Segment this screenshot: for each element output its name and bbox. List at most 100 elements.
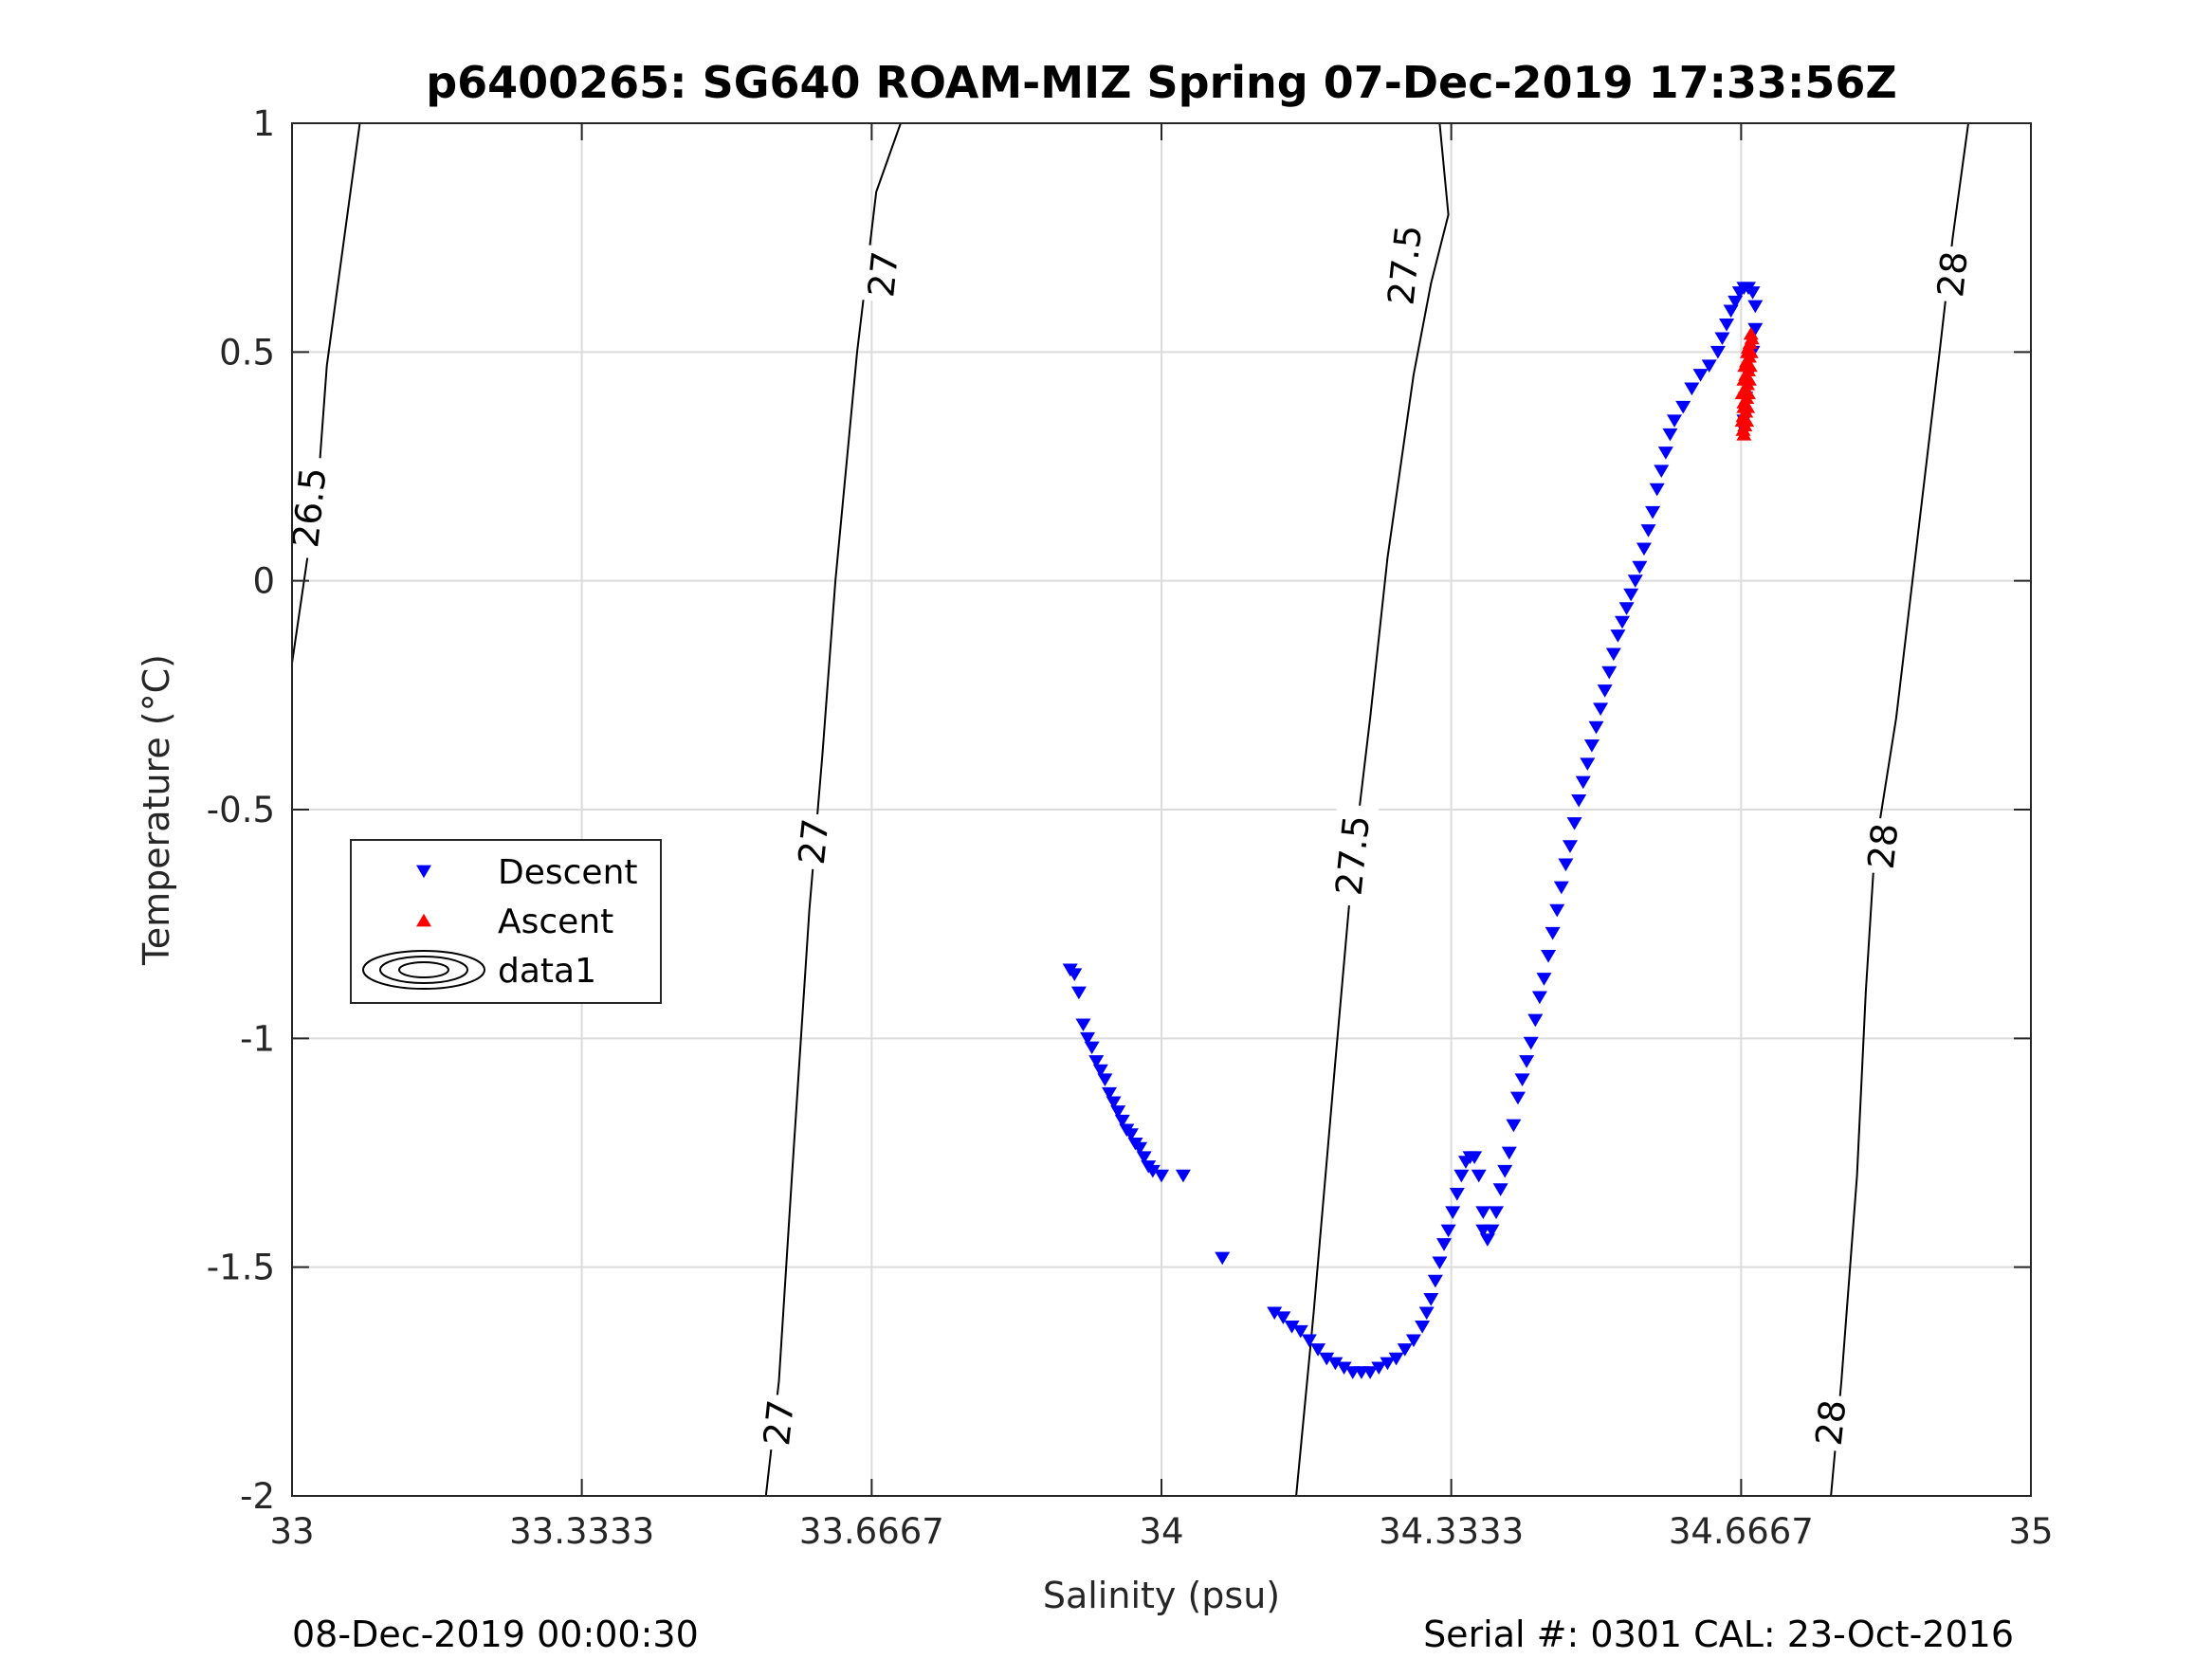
descent-point — [1667, 414, 1683, 428]
descent-point — [1627, 574, 1643, 588]
descent-point — [1215, 1251, 1231, 1266]
x-tick-label: 34.6667 — [1669, 1511, 1814, 1552]
descent-point — [1067, 968, 1083, 981]
descent-point — [1371, 1361, 1387, 1376]
descent-point — [1605, 647, 1621, 662]
descent-point — [1684, 382, 1700, 396]
descent-point — [1475, 1206, 1491, 1219]
descent-point — [1747, 300, 1764, 314]
descent-point — [1623, 588, 1639, 602]
descent-point — [1580, 757, 1596, 771]
descent-point — [1075, 1018, 1091, 1032]
y-tick-label: -1 — [240, 1018, 275, 1059]
descent-point — [1284, 1321, 1300, 1334]
descent-point — [1484, 1224, 1500, 1238]
descent-point — [1632, 560, 1648, 574]
descent-point — [1562, 840, 1578, 853]
contour-label-bg — [859, 245, 907, 304]
descent-point — [1610, 629, 1626, 643]
descent-point — [1640, 524, 1656, 538]
descent-point — [1719, 318, 1735, 332]
legend-ascent-label: Ascent — [498, 902, 613, 941]
ascent-point — [1736, 373, 1752, 386]
ascent-point — [1737, 358, 1753, 373]
descent-point — [1080, 1031, 1096, 1046]
legend: Descent Ascent data1 — [350, 839, 662, 1004]
contour-label-bg — [1379, 212, 1432, 318]
descent-point — [1123, 1128, 1139, 1141]
contour-label-text: 27 — [860, 249, 906, 300]
ascent-series — [1734, 326, 1760, 441]
descent-point — [1405, 1334, 1421, 1348]
chart-title: p6400265: SG640 ROAM-MIZ Spring 07-Dec-2… — [426, 57, 1897, 108]
ascent-point — [1743, 326, 1759, 340]
contour-label-bg — [1326, 803, 1380, 908]
descent-series — [1062, 282, 1764, 1379]
descent-point — [1301, 1334, 1317, 1348]
contour-label-bg — [1807, 1393, 1856, 1452]
descent-point — [1436, 1238, 1453, 1251]
descent-point — [1723, 304, 1739, 319]
ascent-point — [1736, 400, 1752, 413]
descent-point — [1615, 615, 1631, 629]
x-axis-ticks: 33 33.3333 33.6667 34 34.3333 34.6667 35 — [269, 123, 2054, 1552]
descent-point — [1092, 1064, 1108, 1078]
grid — [292, 123, 2031, 1496]
contour-label-bg — [755, 1393, 803, 1452]
descent-point — [1519, 1055, 1535, 1068]
descent-point — [1310, 1343, 1326, 1357]
contour-label-bg — [283, 455, 336, 560]
descent-point — [1418, 1306, 1435, 1321]
descent-point — [1397, 1343, 1413, 1357]
legend-descent-label: Descent — [498, 853, 638, 892]
y-tick-label: 1 — [252, 103, 275, 144]
legend-contour-marker — [362, 950, 485, 990]
descent-point — [1432, 1256, 1448, 1270]
descent-point — [1597, 684, 1613, 698]
descent-point — [1541, 950, 1557, 963]
descent-point — [1267, 1306, 1283, 1321]
descent-point — [1415, 1321, 1431, 1334]
contour-label-text: 28 — [1860, 821, 1907, 871]
descent-point — [1588, 720, 1604, 735]
legend-box — [350, 839, 662, 1004]
y-tick-label: -2 — [240, 1476, 275, 1517]
descent-point — [1132, 1141, 1148, 1156]
descent-point — [1070, 986, 1087, 1000]
descent-point — [1553, 881, 1569, 895]
descent-point — [1558, 858, 1574, 872]
descent-point — [1549, 903, 1565, 918]
descent-point — [1453, 1169, 1470, 1183]
descent-point — [1088, 1055, 1105, 1068]
contour-label-text: 27 — [756, 1397, 802, 1448]
contour-label-text: 28 — [1929, 249, 1976, 300]
descent-point — [1110, 1105, 1126, 1119]
contour-label: 27 — [790, 811, 838, 871]
x-axis-label: Salinity (psu) — [1043, 1575, 1280, 1616]
contour-label-text: 27.5 — [1327, 813, 1378, 898]
descent-point — [1575, 775, 1591, 790]
x-tick-label: 34.3333 — [1379, 1511, 1524, 1552]
descent-point — [1506, 1119, 1522, 1133]
y-tick-label: 0 — [252, 561, 275, 602]
contour-label: 28 — [1929, 245, 1977, 304]
descent-point — [1449, 1188, 1465, 1201]
legend-contour-ring — [379, 956, 468, 984]
footer-timestamp: 08-Dec-2019 00:00:30 — [292, 1613, 699, 1655]
descent-point — [1531, 991, 1547, 1005]
descent-point — [1745, 286, 1761, 300]
contour-label-text: 27.5 — [1380, 223, 1430, 307]
contour-line-27.5 — [1295, 123, 1450, 1496]
contour-label-bg — [1859, 816, 1908, 876]
descent-point — [1175, 1169, 1191, 1183]
descent-point — [1536, 973, 1552, 986]
descent-point — [1336, 1361, 1352, 1376]
contour-label-bg — [790, 811, 838, 871]
contour-line-26.5 — [292, 123, 361, 664]
descent-point — [1101, 1086, 1117, 1101]
descent-point — [1144, 1164, 1161, 1178]
contour-label: 28 — [1859, 816, 1908, 876]
descent-point — [1380, 1357, 1396, 1371]
legend-contour-ring — [362, 950, 485, 990]
